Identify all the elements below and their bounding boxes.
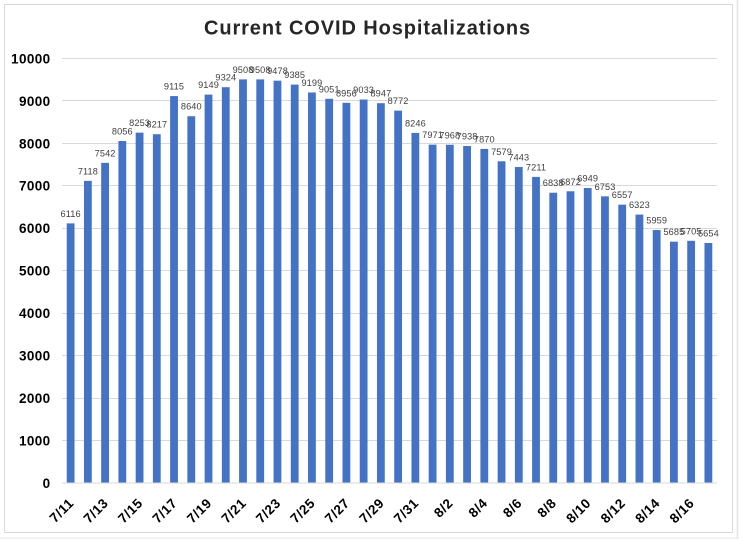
svg-text:Current COVID Hospitalizations: Current COVID Hospitalizations: [204, 18, 531, 40]
svg-text:9149: 9149: [198, 80, 219, 90]
svg-text:7870: 7870: [474, 134, 495, 144]
svg-text:3000: 3000: [19, 349, 51, 364]
svg-text:5654: 5654: [698, 229, 719, 239]
svg-text:5705: 5705: [681, 226, 702, 236]
svg-text:6949: 6949: [577, 174, 598, 184]
svg-text:10000: 10000: [11, 51, 51, 66]
svg-text:8217: 8217: [146, 120, 167, 130]
svg-text:6116: 6116: [61, 209, 81, 219]
svg-text:8056: 8056: [112, 127, 133, 137]
svg-text:7211: 7211: [526, 162, 546, 172]
svg-text:9000: 9000: [19, 94, 51, 109]
svg-text:5959: 5959: [646, 216, 667, 226]
svg-text:4000: 4000: [19, 306, 51, 321]
svg-text:6000: 6000: [19, 221, 51, 236]
svg-text:7968: 7968: [439, 130, 460, 140]
svg-text:9508: 9508: [250, 65, 271, 75]
svg-text:9385: 9385: [284, 70, 305, 80]
svg-text:7579: 7579: [491, 147, 512, 157]
svg-text:6753: 6753: [595, 182, 616, 192]
svg-text:9478: 9478: [267, 66, 288, 76]
svg-text:2000: 2000: [19, 391, 51, 406]
svg-text:7000: 7000: [19, 179, 51, 194]
svg-text:7938: 7938: [457, 132, 478, 142]
svg-text:5685: 5685: [663, 227, 684, 237]
svg-text:6872: 6872: [560, 177, 581, 187]
svg-text:8956: 8956: [336, 88, 357, 98]
svg-text:0: 0: [43, 476, 51, 491]
svg-text:8000: 8000: [19, 136, 51, 151]
svg-text:6557: 6557: [612, 190, 633, 200]
svg-text:5000: 5000: [19, 264, 51, 279]
svg-text:6323: 6323: [629, 200, 650, 210]
svg-text:7971: 7971: [422, 130, 443, 140]
svg-text:9508: 9508: [233, 65, 254, 75]
svg-text:1000: 1000: [19, 433, 51, 448]
svg-text:7118: 7118: [78, 166, 98, 176]
svg-text:9033: 9033: [353, 85, 374, 95]
svg-text:8246: 8246: [405, 119, 426, 129]
svg-text:7542: 7542: [95, 148, 116, 158]
svg-text:9115: 9115: [164, 82, 184, 92]
svg-text:8253: 8253: [129, 118, 150, 128]
svg-text:7443: 7443: [508, 153, 529, 163]
svg-text:8947: 8947: [370, 89, 391, 99]
svg-text:8772: 8772: [388, 96, 409, 106]
svg-text:9199: 9199: [301, 78, 322, 88]
svg-text:9324: 9324: [215, 73, 236, 83]
svg-text:6838: 6838: [543, 178, 564, 188]
svg-text:8640: 8640: [181, 102, 202, 112]
svg-text:9051: 9051: [319, 84, 340, 94]
